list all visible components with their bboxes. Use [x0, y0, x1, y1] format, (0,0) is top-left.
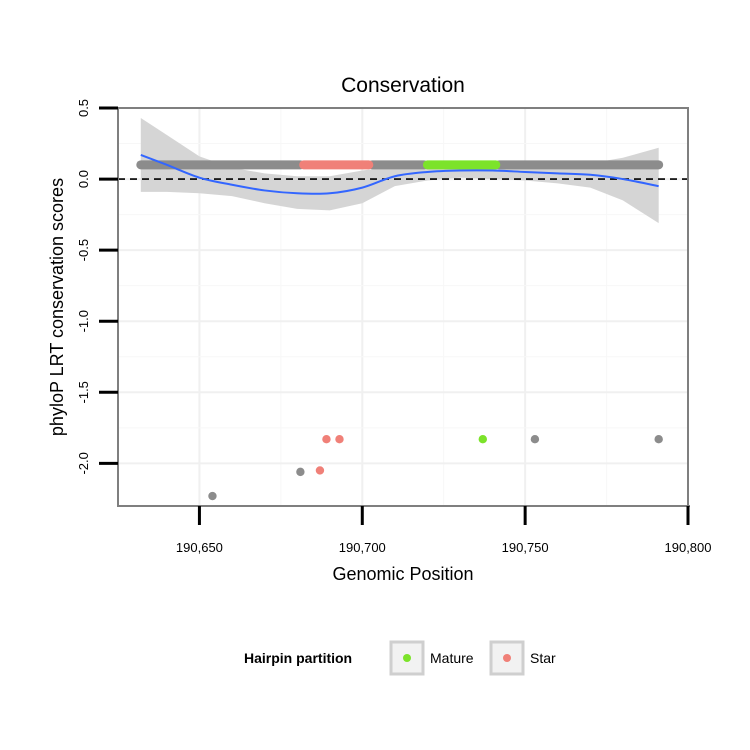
legend-label-mature: Mature: [430, 650, 474, 666]
y-tick-label: 0.5: [76, 99, 91, 117]
plot-panel: [117, 107, 689, 507]
legend-title: Hairpin partition: [244, 650, 352, 666]
data-point-other: [530, 434, 540, 444]
confidence-band-layer: [140, 117, 659, 224]
legend-dot-star: [503, 654, 511, 662]
y-axis-label: phyloP LRT conservation scores: [47, 178, 67, 436]
data-point-star: [322, 434, 331, 444]
data-point-star: [335, 434, 344, 444]
x-axis: 190,650 190,700 190,750 190,800: [118, 505, 712, 555]
y-tick-label: -1.0: [76, 310, 91, 332]
x-tick-label: 190,650: [176, 540, 223, 555]
y-axis: 0.5 0.0 -0.5 -1.0 -1.5 -2.0: [76, 99, 118, 475]
smooth-line-layer: [140, 153, 659, 195]
confidence-band: [140, 117, 659, 224]
x-tick-label: 190,800: [665, 540, 712, 555]
x-tick-label: 190,750: [502, 540, 549, 555]
y-tick-label: 0.0: [76, 170, 91, 188]
legend-entry-mature: Mature: [389, 640, 474, 676]
x-tick-label: 190,700: [339, 540, 386, 555]
loess-smooth-line: [140, 153, 659, 195]
data-point-mature: [478, 434, 487, 444]
data-point-other: [654, 434, 663, 444]
data-point-star: [315, 466, 325, 475]
legend-label-star: Star: [530, 650, 556, 666]
x-axis-label: Genomic Position: [332, 564, 473, 584]
legend-dot-mature: [403, 654, 411, 662]
chart-title: Conservation: [341, 74, 465, 97]
scatter-points-layer: [208, 434, 663, 501]
data-point-other: [296, 467, 305, 477]
data-point-other: [208, 491, 217, 501]
legend-entry-star: Star: [489, 640, 556, 676]
y-tick-label: -0.5: [76, 239, 91, 261]
y-tick-label: -2.0: [76, 452, 91, 474]
legend: Hairpin partition Mature Star: [244, 640, 556, 676]
y-tick-label: -1.5: [76, 381, 91, 403]
